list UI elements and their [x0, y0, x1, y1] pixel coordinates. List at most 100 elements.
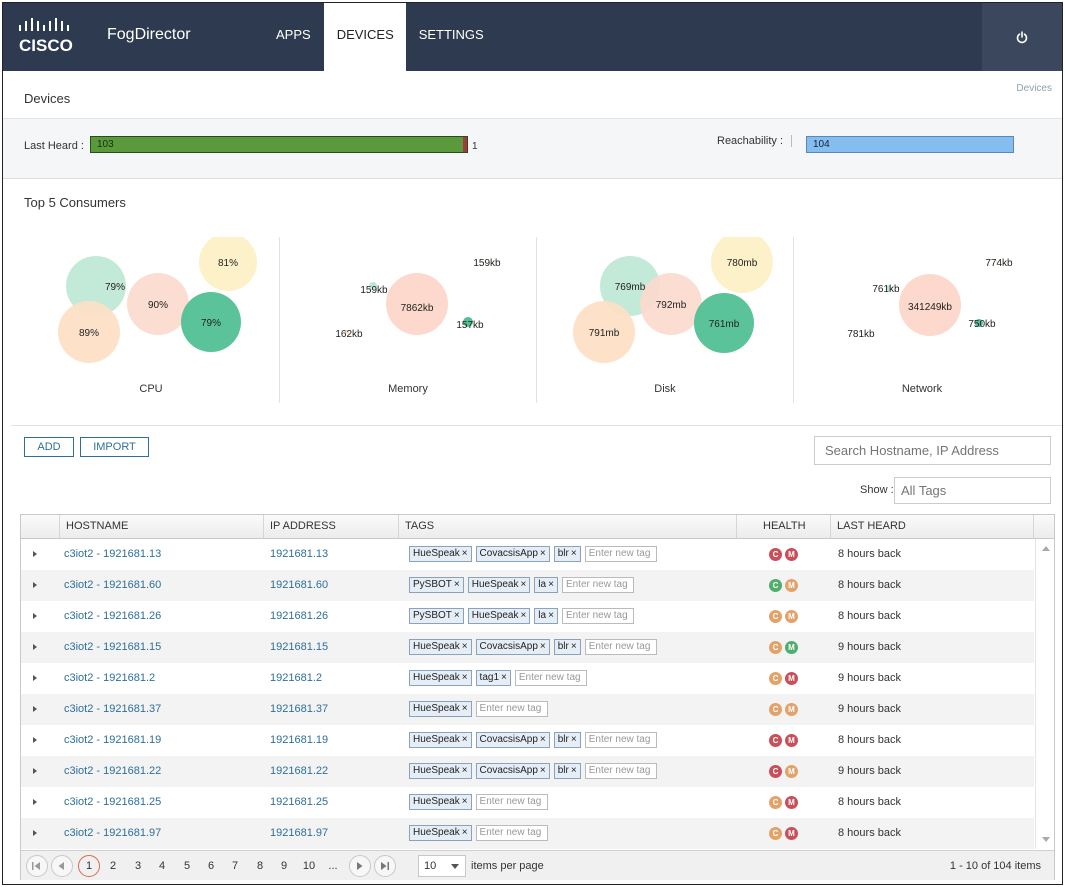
tag-chip[interactable]: CovacsisApp ×: [475, 732, 550, 748]
remove-tag-icon[interactable]: ×: [548, 610, 554, 621]
remove-tag-icon[interactable]: ×: [453, 579, 460, 590]
remove-tag-icon[interactable]: ×: [539, 548, 546, 559]
remove-tag-icon[interactable]: ×: [570, 548, 577, 559]
new-tag-input[interactable]: Enter new tag: [584, 639, 657, 655]
cpu-health-badge[interactable]: C: [769, 548, 782, 561]
network-bubble-4[interactable]: [975, 319, 983, 327]
hostname-link[interactable]: c3iot2 - 1921681.60: [64, 579, 162, 591]
tag-chip[interactable]: HueSpeak ×: [467, 577, 531, 593]
import-button[interactable]: IMPORT: [80, 437, 149, 457]
tag-chip[interactable]: CovacsisApp ×: [475, 546, 550, 562]
tag-chip[interactable]: CovacsisApp ×: [475, 639, 550, 655]
ip-address-link[interactable]: 1921681.60: [270, 579, 329, 591]
page-number[interactable]: 3: [134, 860, 142, 872]
more-pages-button[interactable]: ...: [328, 860, 338, 872]
breadcrumb[interactable]: Devices: [1016, 83, 1052, 94]
column-header-tags[interactable]: TAGS: [398, 515, 736, 538]
tag-chip[interactable]: CovacsisApp ×: [475, 763, 550, 779]
page-size-select[interactable]: 10: [418, 855, 466, 877]
memory-health-badge[interactable]: M: [785, 734, 798, 747]
remove-tag-icon[interactable]: ×: [570, 734, 577, 745]
expand-row-icon[interactable]: [33, 644, 37, 650]
nav-apps[interactable]: APPS: [276, 27, 311, 42]
new-tag-input[interactable]: Enter new tag: [475, 825, 548, 841]
last-heard-bar[interactable]: 103: [90, 136, 468, 153]
remove-tag-icon[interactable]: ×: [520, 579, 527, 590]
hostname-link[interactable]: c3iot2 - 1921681.22: [64, 765, 162, 777]
tag-chip[interactable]: HueSpeak ×: [409, 670, 472, 686]
tag-chip[interactable]: la ×: [534, 577, 558, 593]
tag-chip[interactable]: HueSpeak ×: [409, 639, 472, 655]
column-header-health[interactable]: HEALTH: [736, 515, 830, 538]
cpu-health-badge[interactable]: C: [769, 796, 782, 809]
expand-row-icon[interactable]: [33, 799, 37, 805]
page-number[interactable]: 8: [256, 860, 264, 872]
page-number[interactable]: 1: [78, 855, 100, 877]
remove-tag-icon[interactable]: ×: [461, 641, 468, 652]
table-row[interactable]: c3iot2 - 1921681.15 1921681.15 HueSpeak × Co…: [21, 632, 1034, 663]
previous-page-button[interactable]: [51, 855, 73, 877]
memory-bubble-3[interactable]: [386, 273, 448, 335]
remove-tag-icon[interactable]: ×: [461, 548, 468, 559]
column-header-ip-address[interactable]: IP ADDRESS: [263, 515, 398, 538]
power-button[interactable]: [982, 3, 1062, 71]
hostname-link[interactable]: c3iot2 - 1921681.97: [64, 827, 162, 839]
remove-tag-icon[interactable]: ×: [461, 672, 468, 683]
network-bubble-5[interactable]: [859, 330, 863, 334]
hostname-link[interactable]: c3iot2 - 1921681.37: [64, 703, 162, 715]
ip-address-link[interactable]: 1921681.22: [270, 765, 329, 777]
ip-address-link[interactable]: 1921681.25: [270, 796, 329, 808]
reachability-bar[interactable]: 104: [806, 136, 1014, 153]
disk-bubble-4[interactable]: [694, 293, 754, 353]
expand-row-icon[interactable]: [33, 675, 37, 681]
network-bubble-1[interactable]: [995, 260, 999, 264]
table-row[interactable]: c3iot2 - 1921681.22 1921681.22 HueSpeak × Co…: [21, 756, 1034, 787]
tag-chip[interactable]: HueSpeak ×: [467, 608, 531, 624]
expand-row-icon[interactable]: [33, 582, 37, 588]
new-tag-input[interactable]: Enter new tag: [561, 577, 634, 593]
ip-address-link[interactable]: 1921681.19: [270, 734, 329, 746]
memory-health-badge[interactable]: M: [785, 548, 798, 561]
ip-address-link[interactable]: 1921681.97: [270, 827, 329, 839]
remove-tag-icon[interactable]: ×: [461, 703, 468, 714]
expand-row-icon[interactable]: [33, 768, 37, 774]
memory-bubble-5[interactable]: [345, 330, 349, 334]
tag-chip[interactable]: HueSpeak ×: [409, 794, 472, 810]
cpu-bubble-2[interactable]: [66, 256, 126, 316]
add-button[interactable]: ADD: [24, 437, 74, 457]
remove-tag-icon[interactable]: ×: [520, 610, 527, 621]
tag-chip[interactable]: HueSpeak ×: [409, 825, 472, 841]
remove-tag-icon[interactable]: ×: [501, 672, 507, 683]
next-page-button[interactable]: [349, 855, 371, 877]
memory-health-badge[interactable]: M: [785, 672, 798, 685]
expand-row-icon[interactable]: [33, 737, 37, 743]
cpu-health-badge[interactable]: C: [769, 579, 782, 592]
table-row[interactable]: c3iot2 - 1921681.13 1921681.13 HueSpeak × Co…: [21, 539, 1034, 570]
memory-health-badge[interactable]: M: [785, 579, 798, 592]
tag-chip[interactable]: HueSpeak ×: [409, 701, 472, 717]
nav-settings[interactable]: SETTINGS: [418, 27, 484, 42]
page-number[interactable]: 7: [231, 860, 239, 872]
search-input[interactable]: [814, 436, 1051, 465]
remove-tag-icon[interactable]: ×: [539, 734, 546, 745]
last-page-button[interactable]: [374, 855, 396, 877]
remove-tag-icon[interactable]: ×: [539, 765, 546, 776]
tag-chip[interactable]: blr ×: [553, 732, 581, 748]
column-header-hostname[interactable]: HOSTNAME: [59, 515, 263, 538]
cpu-health-badge[interactable]: C: [769, 703, 782, 716]
page-number[interactable]: 5: [183, 860, 191, 872]
tag-chip[interactable]: tag1 ×: [475, 670, 511, 686]
page-number[interactable]: 2: [109, 860, 117, 872]
remove-tag-icon[interactable]: ×: [539, 641, 546, 652]
last-heard-ok-segment[interactable]: 103: [91, 137, 463, 152]
memory-bubble-1[interactable]: [482, 260, 486, 264]
hostname-link[interactable]: c3iot2 - 1921681.25: [64, 796, 162, 808]
disk-bubble-5[interactable]: [573, 301, 635, 363]
memory-health-badge[interactable]: M: [785, 765, 798, 778]
cpu-bubble-5[interactable]: [58, 301, 120, 363]
first-page-button[interactable]: [26, 855, 48, 877]
page-number[interactable]: 10: [302, 860, 316, 872]
remove-tag-icon[interactable]: ×: [570, 765, 577, 776]
memory-health-badge[interactable]: M: [785, 796, 798, 809]
remove-tag-icon[interactable]: ×: [461, 827, 468, 838]
